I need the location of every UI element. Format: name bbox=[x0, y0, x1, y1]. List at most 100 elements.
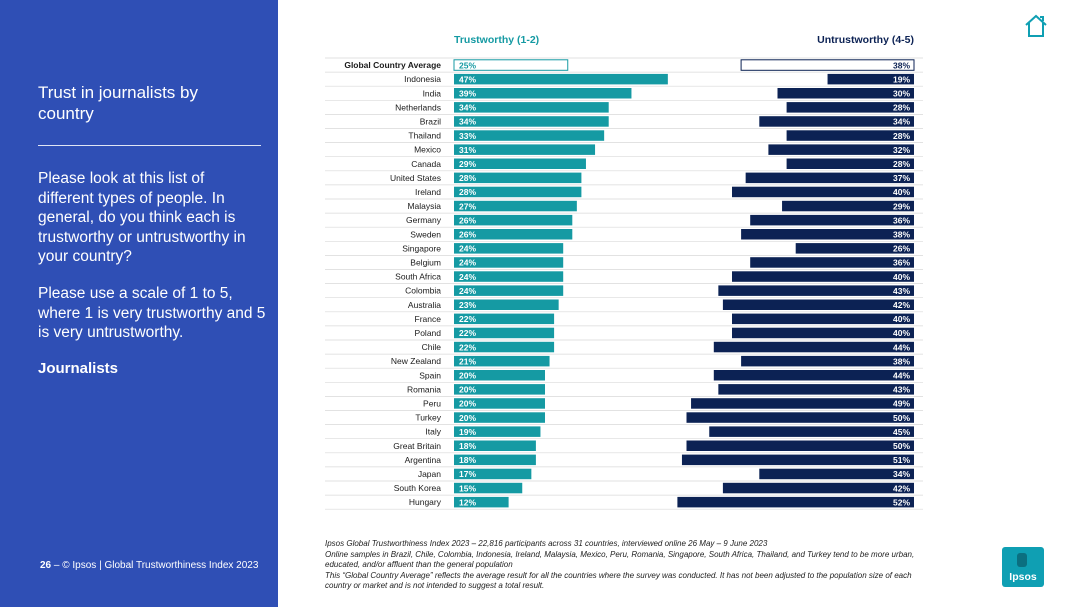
untrustworthy-data-label: 30% bbox=[893, 89, 910, 99]
category-label: Australia bbox=[408, 300, 441, 310]
untrustworthy-data-label: 34% bbox=[893, 469, 910, 479]
untrustworthy-bar bbox=[732, 327, 914, 339]
untrustworthy-data-label: 42% bbox=[893, 300, 910, 310]
trustworthy-bar bbox=[454, 327, 555, 339]
trustworthy-data-label: 34% bbox=[459, 117, 476, 127]
untrustworthy-data-label: 29% bbox=[893, 201, 910, 211]
category-label: Mexico bbox=[414, 145, 441, 155]
untrustworthy-bar bbox=[732, 271, 914, 282]
category-label: Belgium bbox=[410, 257, 441, 267]
legend-untrustworthy: Untrustworthy (4-5) bbox=[817, 34, 914, 46]
category-label: Romania bbox=[407, 384, 441, 394]
footnote-2: Online samples in Brazil, Chile, Colombi… bbox=[325, 549, 915, 570]
category-label: Malaysia bbox=[407, 201, 441, 211]
legend-trustworthy: Trustworthy (1-2) bbox=[454, 34, 540, 46]
trustworthy-data-label: 28% bbox=[459, 173, 476, 183]
trustworthy-data-label: 20% bbox=[459, 371, 476, 381]
untrustworthy-bar bbox=[718, 384, 914, 395]
untrustworthy-data-label: 19% bbox=[893, 74, 910, 84]
page-footer: 26 – © Ipsos | Global Trustworthiness In… bbox=[40, 560, 258, 571]
untrustworthy-bar bbox=[732, 186, 914, 198]
untrustworthy-data-label: 36% bbox=[893, 258, 910, 268]
untrustworthy-data-label: 52% bbox=[893, 497, 910, 507]
untrustworthy-data-label: 40% bbox=[893, 328, 910, 338]
home-icon[interactable] bbox=[1024, 13, 1048, 39]
untrustworthy-bar bbox=[713, 370, 914, 381]
untrustworthy-bar bbox=[741, 355, 914, 367]
untrustworthy-data-label: 50% bbox=[893, 413, 910, 423]
category-label: Thailand bbox=[408, 131, 441, 141]
category-label: France bbox=[415, 314, 442, 324]
category-label: Turkey bbox=[415, 413, 441, 423]
trustworthy-data-label: 20% bbox=[459, 413, 476, 423]
trustworthy-data-label: 20% bbox=[459, 399, 476, 409]
untrustworthy-data-label: 26% bbox=[893, 244, 910, 254]
trustworthy-data-label: 28% bbox=[459, 187, 476, 197]
trustworthy-data-label: 20% bbox=[459, 385, 476, 395]
untrustworthy-data-label: 42% bbox=[893, 483, 910, 493]
trustworthy-bar bbox=[454, 130, 605, 141]
untrustworthy-bar bbox=[732, 313, 914, 325]
category-label: Canada bbox=[411, 159, 441, 169]
untrustworthy-data-label: 45% bbox=[893, 427, 910, 437]
trustworthy-bar bbox=[454, 144, 596, 155]
trustworthy-bar bbox=[454, 412, 545, 423]
untrustworthy-bar bbox=[750, 257, 914, 268]
untrustworthy-data-label: 50% bbox=[893, 441, 910, 451]
category-label: Ireland bbox=[415, 187, 441, 197]
page-number: 26 bbox=[40, 560, 52, 571]
category-label: Sweden bbox=[410, 229, 441, 239]
trustworthy-bar bbox=[454, 229, 573, 240]
trustworthy-bar bbox=[454, 88, 632, 99]
untrustworthy-bar bbox=[768, 144, 914, 155]
footer-text: – © Ipsos | Global Trustworthiness Index… bbox=[53, 560, 259, 571]
trustworthy-bar bbox=[454, 73, 668, 85]
untrustworthy-data-label: 49% bbox=[893, 399, 910, 409]
trustworthy-data-label: 26% bbox=[459, 230, 476, 240]
trustworthy-bar bbox=[454, 299, 559, 310]
topic-label: Journalists bbox=[38, 360, 119, 377]
trustworthy-bar bbox=[454, 257, 564, 268]
trustworthy-bar bbox=[454, 285, 564, 296]
trustworthy-data-label: 27% bbox=[459, 201, 476, 211]
trustworthy-data-label: 17% bbox=[459, 469, 476, 479]
footnotes: Ipsos Global Trustworthiness Index 2023 … bbox=[325, 539, 925, 592]
untrustworthy-data-label: 40% bbox=[893, 272, 910, 282]
trustworthy-bar bbox=[454, 243, 564, 254]
untrustworthy-bar bbox=[827, 73, 914, 85]
trustworthy-bar bbox=[454, 186, 582, 198]
trustworthy-bar bbox=[454, 271, 564, 282]
trustworthy-data-label: 12% bbox=[459, 497, 476, 507]
trustworthy-bar bbox=[454, 313, 555, 325]
trustworthy-data-label: 33% bbox=[459, 131, 476, 141]
trustworthy-bar bbox=[454, 482, 523, 494]
untrustworthy-data-label: 43% bbox=[893, 385, 910, 395]
footnote-3: This “Global Country Average” reflects t… bbox=[325, 570, 912, 591]
untrustworthy-data-label: 51% bbox=[893, 455, 910, 465]
trustworthy-bar bbox=[454, 370, 545, 381]
trustworthy-data-label: 47% bbox=[459, 74, 476, 84]
category-label: Global Country Average bbox=[344, 60, 441, 70]
untrustworthy-bar bbox=[718, 285, 914, 296]
category-label: Italy bbox=[425, 427, 441, 437]
untrustworthy-bar bbox=[759, 116, 914, 127]
untrustworthy-bar bbox=[681, 454, 914, 466]
trustworthy-bar bbox=[454, 496, 509, 508]
category-label: Colombia bbox=[405, 286, 441, 296]
category-label: Peru bbox=[423, 398, 441, 408]
untrustworthy-bar bbox=[722, 299, 914, 310]
untrustworthy-bar bbox=[686, 440, 914, 451]
category-label: Spain bbox=[419, 370, 441, 380]
untrustworthy-bar bbox=[741, 229, 914, 240]
untrustworthy-data-label: 38% bbox=[893, 356, 910, 366]
category-label: Japan bbox=[418, 469, 441, 479]
trustworthy-data-label: 15% bbox=[459, 483, 476, 493]
trustworthy-bar bbox=[454, 341, 555, 353]
trustworthy-bar bbox=[454, 116, 609, 127]
untrustworthy-bar bbox=[759, 468, 914, 480]
trustworthy-bar bbox=[454, 200, 577, 212]
trustworthy-bar bbox=[454, 426, 541, 437]
trustworthy-bar bbox=[454, 398, 545, 409]
trustworthy-bar bbox=[454, 440, 536, 451]
